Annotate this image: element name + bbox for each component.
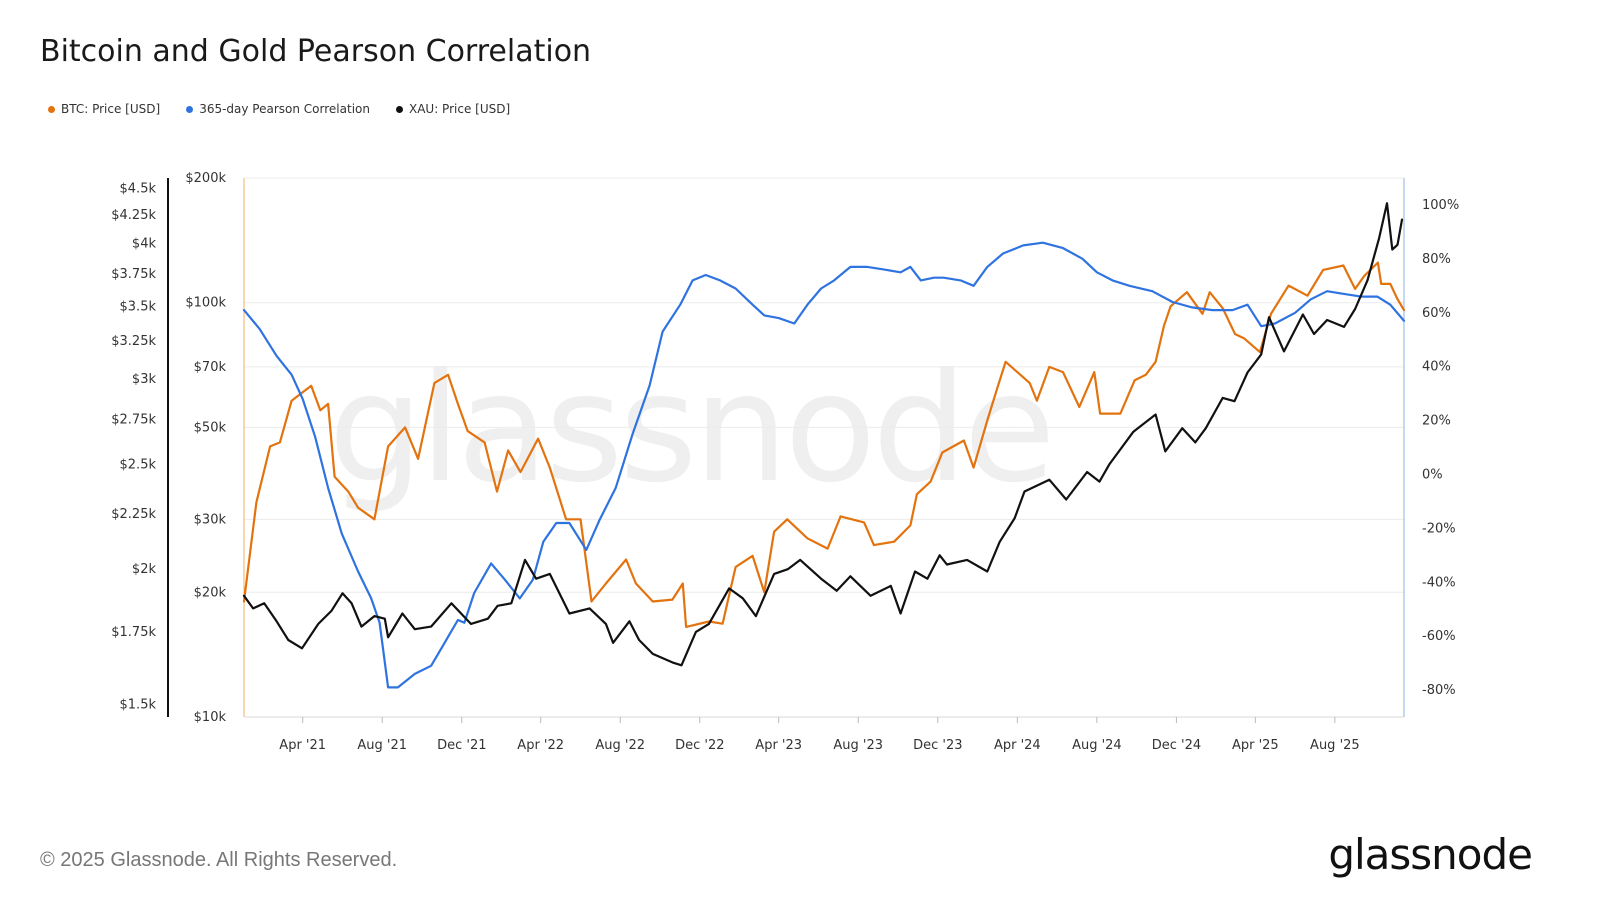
correlation-tick-label: 20% (1422, 414, 1451, 429)
legend-item-correlation[interactable]: 365-day Pearson Correlation (186, 102, 370, 116)
btc-tick-label: $200k (185, 171, 226, 186)
btc-tick-label: $30k (194, 512, 227, 527)
xau-tick-label: $3.75k (111, 267, 156, 282)
chart-title: Bitcoin and Gold Pearson Correlation (40, 34, 592, 69)
series-line-btc (242, 261, 1406, 628)
x-tick-label: Aug '25 (1310, 738, 1360, 753)
xau-tick-label: $3.25k (111, 334, 156, 349)
xau-tick-label: $3.5k (120, 299, 157, 314)
correlation-tick-label: -60% (1422, 629, 1456, 644)
btc-tick-label: $100k (185, 296, 226, 311)
btc-tick-label: $50k (194, 420, 227, 435)
x-tick-label: Dec '23 (913, 738, 962, 753)
x-tick-label: Dec '22 (675, 738, 724, 753)
xau-tick-label: $2.5k (120, 457, 157, 472)
x-tick-label: Apr '23 (755, 738, 802, 753)
series-line-corr (242, 241, 1406, 689)
xau-tick-label: $2.25k (111, 507, 156, 522)
x-tick-label: Dec '21 (437, 738, 486, 753)
btc-tick-label: $10k (194, 710, 227, 725)
correlation-tick-label: -20% (1422, 521, 1456, 536)
series-layer (242, 202, 1406, 689)
correlation-tick-label: 0% (1422, 467, 1443, 482)
correlation-tick-label: 100% (1422, 198, 1459, 213)
legend-item-xau[interactable]: XAU: Price [USD] (395, 102, 511, 116)
x-tick-label: Apr '22 (517, 738, 564, 753)
xau-tick-label: $1.5k (120, 697, 157, 712)
watermark-text: glassnode (328, 342, 1051, 516)
correlation-tick-label: 60% (1422, 306, 1451, 321)
xau-tick-label: $2k (132, 562, 157, 577)
correlation-tick-label: 80% (1422, 252, 1451, 267)
correlation-tick-label: -40% (1422, 575, 1456, 590)
copyright-text: © 2025 Glassnode. All Rights Reserved. (40, 849, 398, 871)
xau-tick-label: $4k (132, 237, 157, 252)
axes-layer: $10k $20k $30k $50k $70k $100k $200k $1.5k $1.75… (111, 171, 1459, 753)
brand-logo: glassnode (1328, 830, 1533, 879)
xau-tick-label: $3k (132, 372, 157, 387)
legend-correlation-dot (186, 105, 194, 113)
legend-item-btc[interactable]: BTC: Price [USD] (48, 102, 160, 116)
btc-tick-label: $20k (194, 585, 227, 600)
x-tick-label: Aug '24 (1072, 738, 1122, 753)
x-tick-label: Apr '21 (279, 738, 326, 753)
legend-xau-label: XAU: Price [USD] (408, 102, 511, 116)
legend-xau-dot (395, 105, 403, 113)
correlation-tick-label: -80% (1422, 683, 1456, 698)
legend-btc-dot (48, 105, 55, 113)
x-tick-label: Dec '24 (1152, 738, 1201, 753)
xau-tick-label: $4.5k (120, 181, 157, 196)
legend-correlation-label: 365-day Pearson Correlation (199, 102, 370, 116)
xau-tick-label: $2.75k (111, 413, 156, 428)
x-tick-label: Apr '25 (1232, 738, 1279, 753)
xau-tick-label: $1.75k (111, 625, 156, 640)
x-tick-label: Aug '23 (833, 738, 883, 753)
xau-tick-label: $4.25k (111, 208, 156, 223)
correlation-tick-label: 40% (1422, 360, 1451, 375)
chart-legend: BTC: Price [USD] 365-day Pearson Correla… (48, 102, 510, 116)
btc-tick-label: $70k (194, 360, 227, 375)
x-tick-label: Aug '22 (595, 738, 645, 753)
x-tick-label: Apr '24 (994, 738, 1041, 753)
x-tick-label: Aug '21 (357, 738, 407, 753)
series-line-xau (242, 202, 1404, 667)
legend-btc-label: BTC: Price [USD] (61, 102, 161, 116)
